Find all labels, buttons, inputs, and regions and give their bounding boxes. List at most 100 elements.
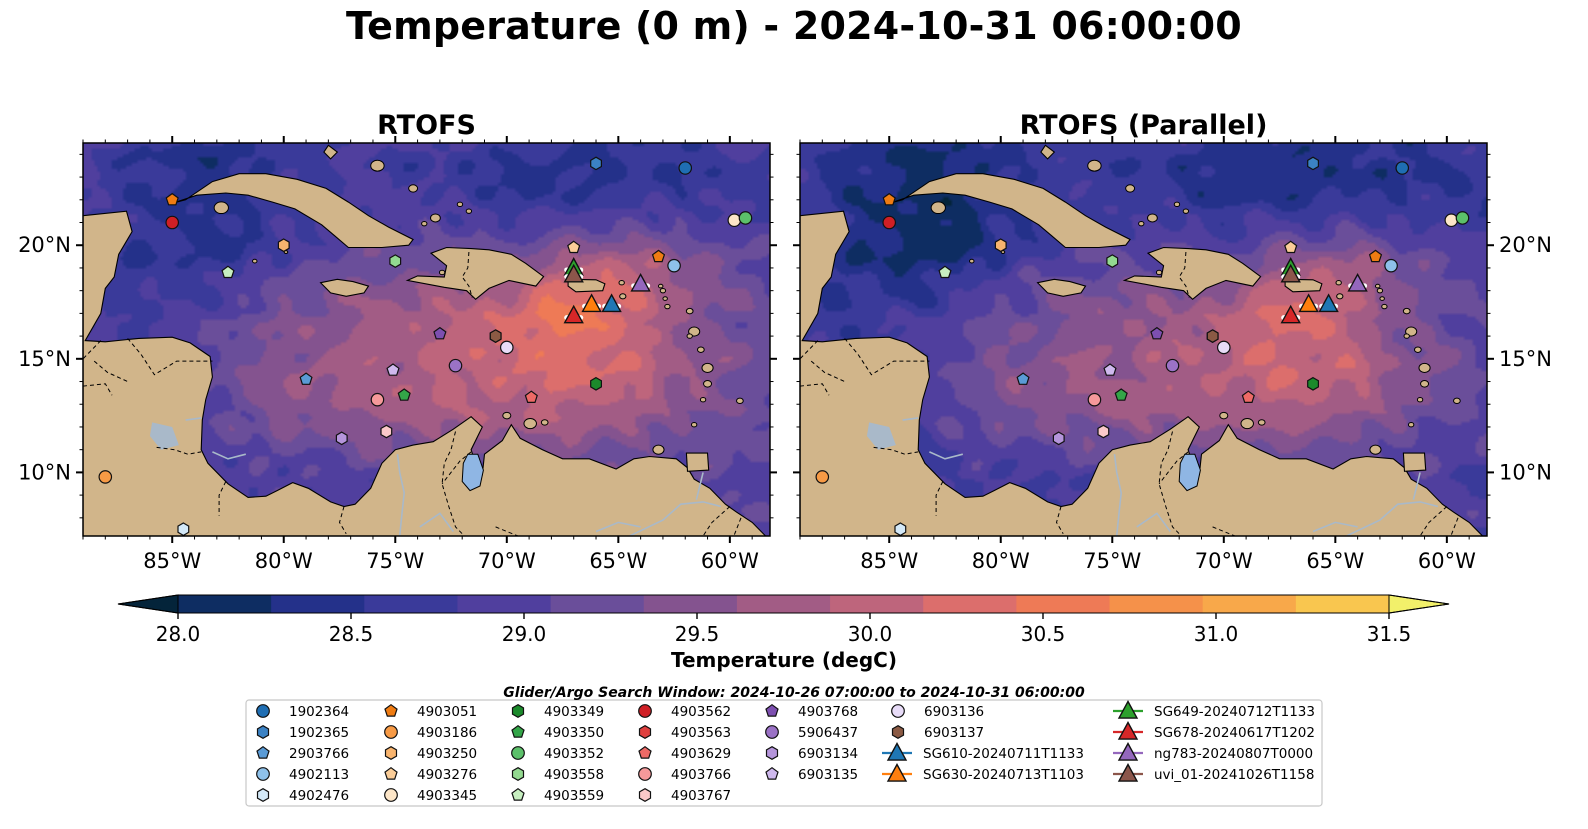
x-tick-label: 60°W bbox=[1418, 549, 1476, 573]
legend-marker bbox=[511, 787, 525, 801]
small-island bbox=[523, 417, 537, 430]
legend-label: 4903345 bbox=[417, 788, 477, 804]
legend-label: 2903766 bbox=[289, 746, 349, 762]
small-island bbox=[421, 220, 428, 227]
legend-item: 4903349 bbox=[511, 704, 604, 720]
x-tick-label: 75°W bbox=[1083, 549, 1141, 573]
small-island bbox=[1414, 346, 1422, 353]
legend-item: 4903563 bbox=[638, 725, 731, 741]
land-hispaniola bbox=[405, 246, 545, 301]
marker-4903559 bbox=[221, 265, 235, 279]
marker-6903136 bbox=[499, 340, 514, 355]
lake-maracaibo bbox=[1178, 453, 1201, 492]
small-island bbox=[664, 303, 671, 310]
country-border bbox=[1158, 451, 1189, 485]
country-border bbox=[461, 251, 473, 298]
y-tick-label: 10°N bbox=[1499, 460, 1552, 484]
legend-item: 4903345 bbox=[384, 788, 477, 804]
marker-4902113 bbox=[1384, 258, 1398, 273]
colorbar-segment bbox=[643, 595, 738, 613]
marker-4903345 bbox=[727, 213, 742, 228]
country-border bbox=[441, 431, 465, 536]
colorbar-tick-label: 31.0 bbox=[1194, 622, 1239, 646]
marker-4902476 bbox=[894, 522, 907, 537]
colorbar-segment bbox=[271, 595, 365, 613]
legend-marker bbox=[384, 766, 398, 780]
legend-label: 4902113 bbox=[289, 767, 349, 783]
marker-SG610-20240711T1133 bbox=[1318, 293, 1339, 313]
colorbar-segment bbox=[364, 595, 459, 613]
legend-item: 4903558 bbox=[511, 767, 604, 783]
small-island bbox=[430, 213, 441, 223]
small-island bbox=[703, 380, 713, 388]
land-bahamas bbox=[323, 144, 339, 160]
legend-item: 4903767 bbox=[638, 788, 731, 804]
marker-6903137 bbox=[489, 329, 502, 343]
small-island bbox=[1155, 269, 1163, 276]
marker-6903137 bbox=[1206, 329, 1219, 343]
legend-item: 4903186 bbox=[384, 725, 477, 741]
land-trinidad bbox=[685, 452, 710, 472]
legend-label: SG678-20240617T1202 bbox=[1154, 725, 1315, 741]
legend-label: 4903629 bbox=[671, 746, 731, 762]
country-border bbox=[935, 481, 944, 516]
small-island bbox=[686, 333, 693, 339]
marker-uvi_01-20241026T1158 bbox=[563, 263, 584, 283]
small-island bbox=[1420, 380, 1430, 388]
small-island bbox=[438, 269, 446, 276]
legend-marker bbox=[256, 725, 270, 739]
marker-6903136 bbox=[1216, 340, 1231, 355]
marker-SG678-20240617T1202 bbox=[563, 304, 584, 324]
river bbox=[695, 472, 704, 500]
marker-4903350 bbox=[1114, 388, 1128, 401]
colorbar-tick-label: 31.5 bbox=[1367, 622, 1412, 646]
colorbar-tick-label: 28.0 bbox=[156, 622, 201, 646]
small-island bbox=[736, 397, 744, 405]
legend-item: 4903350 bbox=[511, 724, 604, 741]
legend-label: 4903563 bbox=[671, 725, 731, 741]
small-island bbox=[1369, 444, 1382, 455]
legend-marker bbox=[891, 725, 905, 739]
legend-item: 6903134 bbox=[765, 746, 858, 762]
country-border bbox=[1178, 251, 1190, 298]
legend-label: 4903276 bbox=[417, 767, 477, 783]
small-island bbox=[1374, 283, 1381, 289]
small-island bbox=[1407, 422, 1415, 428]
small-island bbox=[1147, 213, 1158, 223]
legend-item: 5906437 bbox=[765, 725, 858, 741]
marker-6903134 bbox=[335, 431, 348, 446]
marker-1902365 bbox=[1307, 156, 1320, 171]
observations bbox=[98, 156, 753, 537]
colorbar-extend-low bbox=[117, 594, 179, 614]
lake-maracaibo bbox=[461, 453, 484, 492]
legend-label: 4903350 bbox=[544, 725, 604, 741]
marker-2903766 bbox=[299, 372, 313, 385]
small-island bbox=[969, 258, 975, 264]
legend-label: 4903559 bbox=[544, 788, 604, 804]
colorbar-segment bbox=[736, 595, 831, 613]
legend-marker bbox=[256, 745, 270, 759]
country-border bbox=[1158, 431, 1182, 536]
colorbar-segment bbox=[923, 595, 1017, 613]
land-hispaniola bbox=[1122, 246, 1262, 301]
country-border bbox=[83, 383, 113, 396]
legend-label: 4903767 bbox=[671, 788, 731, 804]
marker-ng783-20240807T0000 bbox=[1347, 272, 1368, 292]
marker-4903558 bbox=[389, 254, 402, 268]
marker-4903766 bbox=[1087, 392, 1102, 407]
legend-label: 4903352 bbox=[544, 746, 604, 762]
country-border bbox=[800, 340, 819, 360]
marker-4903350 bbox=[397, 388, 411, 401]
marker-6903135 bbox=[1103, 363, 1117, 376]
legend-label: 4903186 bbox=[417, 725, 477, 741]
legend-marker bbox=[638, 725, 652, 739]
legend-marker bbox=[638, 704, 652, 718]
small-island bbox=[657, 283, 664, 289]
land-bahamas bbox=[1040, 144, 1056, 160]
colorbar-tick-label: 30.0 bbox=[848, 622, 893, 646]
river bbox=[419, 512, 454, 532]
legend-marker bbox=[256, 704, 270, 718]
marker-5906437 bbox=[1165, 358, 1180, 373]
small-island bbox=[1381, 303, 1388, 310]
